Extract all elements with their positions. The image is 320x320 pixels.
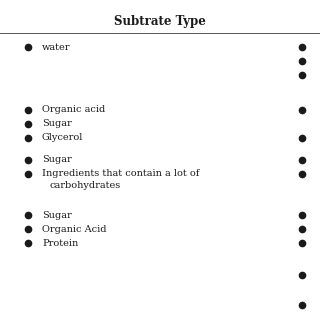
Text: Organic Acid: Organic Acid bbox=[42, 225, 107, 234]
Text: Glycerol: Glycerol bbox=[42, 133, 84, 142]
Text: Subtrate Type: Subtrate Type bbox=[114, 15, 206, 28]
Text: Organic acid: Organic acid bbox=[42, 106, 105, 115]
Text: water: water bbox=[42, 43, 70, 52]
Text: Protein: Protein bbox=[42, 238, 78, 247]
Text: Sugar: Sugar bbox=[42, 156, 72, 164]
Text: carbohydrates: carbohydrates bbox=[50, 181, 121, 190]
Text: Sugar: Sugar bbox=[42, 211, 72, 220]
Text: Ingredients that contain a lot of: Ingredients that contain a lot of bbox=[42, 170, 199, 179]
Text: Sugar: Sugar bbox=[42, 119, 72, 129]
